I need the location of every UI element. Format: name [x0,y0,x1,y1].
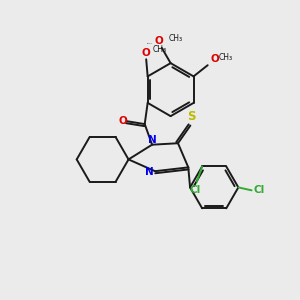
Text: S: S [188,110,196,123]
Text: O: O [141,47,150,58]
Text: Cl: Cl [190,185,201,195]
Text: CH₃: CH₃ [153,45,167,54]
Text: O: O [154,36,163,46]
Text: O: O [210,54,219,64]
Text: N: N [148,135,157,145]
Text: methoxy: methoxy [147,43,153,44]
Text: CH₃: CH₃ [219,53,233,62]
Text: O: O [118,116,127,126]
Text: CH₃: CH₃ [168,34,182,43]
Text: N: N [145,167,154,177]
Text: Cl: Cl [254,185,265,195]
